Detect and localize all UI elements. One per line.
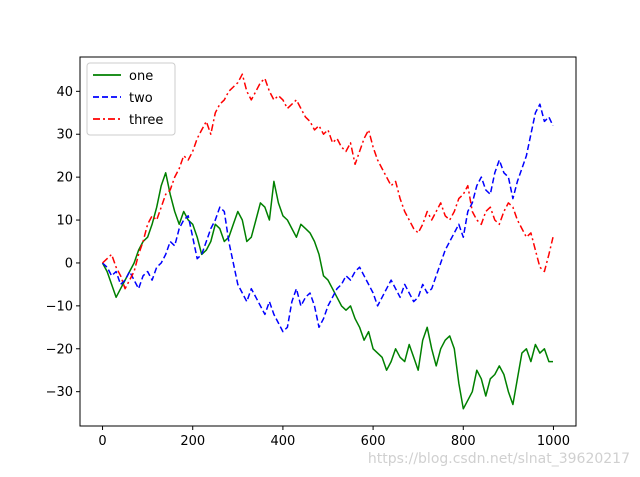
y-tick-label: −10 (46, 299, 73, 314)
x-tick-label: 0 (98, 434, 106, 449)
legend-label-one: one (129, 69, 153, 84)
x-tick-label: 800 (451, 434, 476, 449)
y-tick-label: 40 (56, 85, 73, 100)
y-tick-label: −20 (46, 342, 73, 357)
y-tick-label: 30 (56, 128, 73, 143)
watermark: https://blog.csdn.net/slnat_39620217 (367, 451, 630, 467)
y-tick-label: −30 (46, 385, 73, 400)
legend-box (86, 62, 176, 136)
y-tick-label: 0 (65, 256, 73, 271)
x-tick-label: 1000 (537, 434, 570, 449)
legend-label-three: three (129, 113, 163, 128)
x-axis: 0 200 400 600 800 1000 (98, 426, 570, 449)
y-tick-label: 10 (56, 214, 73, 229)
plot-frame (79, 56, 577, 427)
x-tick-label: 200 (180, 434, 205, 449)
x-tick-label: 600 (361, 434, 386, 449)
y-tick-label: 20 (56, 171, 73, 186)
series-line-one (101, 172, 553, 410)
series-layer (101, 73, 554, 410)
legend: one two three (86, 62, 176, 136)
y-axis: −30 −20 −10 0 10 20 30 40 (46, 85, 80, 400)
series-line-two (101, 103, 554, 333)
legend-label-two: two (129, 91, 153, 106)
x-tick-label: 400 (270, 434, 295, 449)
series-line-three (101, 73, 554, 290)
